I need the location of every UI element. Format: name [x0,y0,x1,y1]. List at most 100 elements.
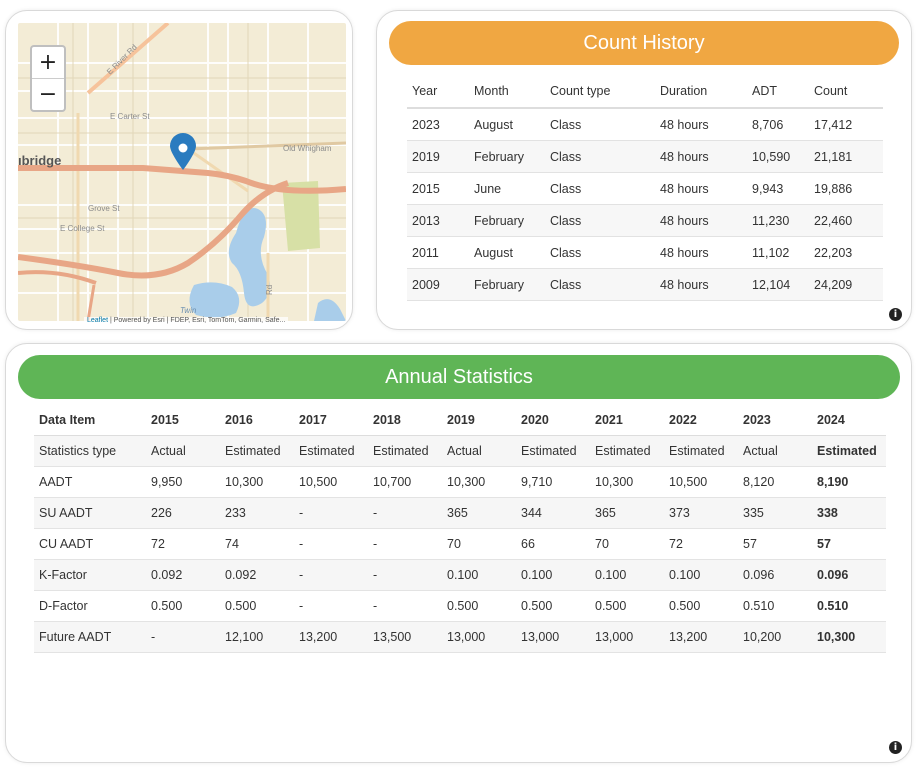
table-cell: Class [545,172,655,205]
location-marker-icon[interactable] [170,133,196,170]
table-row: 2011 August Class 48 hours 11,102 22,203 [407,236,883,269]
table-cell: 335 [738,497,812,529]
map-attribution: Leaflet | Powered by Esri | FDEP, Esri, … [84,317,289,324]
map-tiles[interactable]: E River Rd E Carter St Old Whigham Grove… [18,23,346,321]
table-cell: 48 hours [655,140,747,173]
table-row: 2013 February Class 48 hours 11,230 22,4… [407,204,883,237]
map-water-label: Twin [180,306,197,315]
column-header: 2019 [442,404,516,436]
table-row: AADT 9,950 10,300 10,500 10,700 10,300 9… [34,466,886,498]
table-row: 2015 June Class 48 hours 9,943 19,886 [407,172,883,205]
table-row: CU AADT 72 74 - - 70 66 70 72 57 57 [34,528,886,560]
table-cell: 0.096 [812,559,886,591]
table-cell: Estimated [812,435,886,467]
annual-statistics-title: Annual Statistics [18,355,900,399]
count-history-card: Count History Year Month Count type Dura… [376,10,912,330]
table-cell: 10,300 [590,466,664,498]
table-cell: 0.510 [812,590,886,622]
table-cell: 8,190 [812,466,886,498]
map-card: E River Rd E Carter St Old Whigham Grove… [5,10,353,330]
annual-statistics-card: Annual Statistics Data Item 2015 2016 20… [5,343,912,763]
table-cell: 74 [220,528,294,560]
table-cell: 2015 [407,172,469,205]
table-cell: Estimated [294,435,368,467]
table-cell: 57 [812,528,886,560]
table-cell: Actual [442,435,516,467]
table-cell: 9,710 [516,466,590,498]
table-cell: - [294,497,368,529]
table-cell: 2009 [407,268,469,301]
table-cell: August [469,108,545,141]
table-cell: 0.096 [738,559,812,591]
table-cell: - [368,559,442,591]
table-cell: 70 [590,528,664,560]
table-cell: 13,200 [294,621,368,653]
table-cell: 13,200 [664,621,738,653]
table-cell: 9,950 [146,466,220,498]
table-cell: Future AADT [34,621,146,653]
table-cell: 17,412 [809,108,883,141]
table-cell: - [294,590,368,622]
table-cell: 0.500 [664,590,738,622]
table-cell: 0.500 [516,590,590,622]
column-header: 2016 [220,404,294,436]
table-cell: 10,500 [664,466,738,498]
table-cell: 373 [664,497,738,529]
table-cell: 10,300 [220,466,294,498]
column-header: Data Item [34,404,146,436]
table-row: K-Factor 0.092 0.092 - - 0.100 0.100 0.1… [34,559,886,591]
table-row: 2023 August Class 48 hours 8,706 17,412 [407,108,883,141]
column-header: 2020 [516,404,590,436]
table-header-row: Year Month Count type Duration ADT Count [407,75,883,109]
column-header: 2022 [664,404,738,436]
table-cell: February [469,204,545,237]
column-header: Duration [655,75,747,109]
table-cell: 9,943 [747,172,809,205]
table-cell: 12,104 [747,268,809,301]
info-icon[interactable]: i [889,308,902,321]
table-cell: 48 hours [655,108,747,141]
table-cell: Class [545,204,655,237]
map-street-label: E College St [60,224,105,233]
info-icon[interactable]: i [889,741,902,754]
table-cell: 21,181 [809,140,883,173]
table-cell: 338 [812,497,886,529]
table-cell: Class [545,140,655,173]
table-cell: 70 [442,528,516,560]
table-cell: 72 [146,528,220,560]
table-cell: 57 [738,528,812,560]
table-cell: August [469,236,545,269]
table-cell: Estimated [516,435,590,467]
table-cell: D-Factor [34,590,146,622]
table-cell: 0.092 [220,559,294,591]
table-cell: 72 [664,528,738,560]
column-header: Year [407,75,469,109]
table-cell: 0.100 [516,559,590,591]
table-cell: 226 [146,497,220,529]
zoom-out-button[interactable]: − [38,82,58,107]
table-row: Statistics type Actual Estimated Estimat… [34,435,886,467]
table-cell: 2023 [407,108,469,141]
table-cell: 0.510 [738,590,812,622]
table-cell: 2013 [407,204,469,237]
table-cell: 13,000 [516,621,590,653]
table-cell: - [294,528,368,560]
table-cell: - [146,621,220,653]
table-cell: - [368,497,442,529]
table-cell: 344 [516,497,590,529]
column-header: Count [809,75,883,109]
column-header: Month [469,75,545,109]
table-cell: Statistics type [34,435,146,467]
table-cell: Actual [146,435,220,467]
table-cell: 12,100 [220,621,294,653]
table-cell: 0.100 [664,559,738,591]
map-view[interactable]: E River Rd E Carter St Old Whigham Grove… [18,23,346,321]
table-cell: 0.500 [442,590,516,622]
map-street-label: Rd [265,285,274,295]
column-header: ADT [747,75,809,109]
zoom-in-button[interactable]: + [32,47,64,79]
table-cell: Estimated [220,435,294,467]
map-street-label: Old Whigham [283,144,332,153]
table-cell: June [469,172,545,205]
leaflet-link[interactable]: Leaflet [87,317,109,324]
